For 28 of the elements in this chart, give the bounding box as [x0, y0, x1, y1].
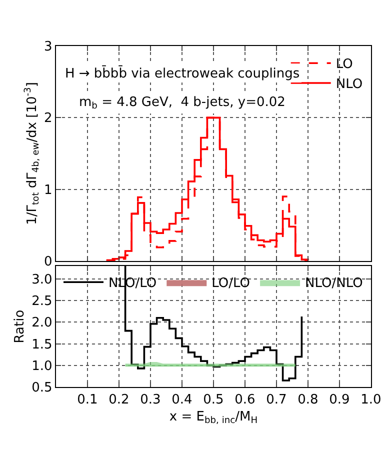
x-tick-label: 0.7: [266, 392, 287, 408]
x-tick-label: 0.9: [329, 392, 350, 408]
y-tick-label: 3.0: [32, 272, 52, 288]
legend-label: NLO/NLO: [305, 276, 363, 292]
y-tick-label: 1: [44, 182, 52, 198]
legend-label: LO: [336, 57, 353, 72]
legend-label: LO/LO: [212, 276, 250, 292]
y-tick-label: 2.0: [32, 316, 52, 331]
x-axis-title: x = E$_{bb, inc}$/M$_{H}$: [169, 409, 258, 426]
x-tick-label: 0.3: [140, 392, 161, 408]
x-tick-label: 0.6: [234, 392, 256, 408]
x-tick-label: 0.8: [298, 392, 318, 408]
y-axis-title: Ratio: [12, 310, 28, 344]
y-tick-label: 2: [44, 111, 52, 126]
y-tick-label: 3: [44, 40, 52, 55]
x-tick-label: 0.1: [77, 392, 98, 408]
y-tick-label: 0: [44, 254, 52, 270]
x-tick-label: 0.5: [203, 392, 224, 408]
y-tick-label: 1.5: [32, 337, 52, 352]
legend-label: NLO: [336, 77, 363, 92]
text: H → bb̄bb̄ via electroweak couplings: [65, 65, 300, 82]
y-tick-label: 1.0: [32, 358, 52, 374]
x-tick-label: 0.4: [172, 392, 192, 408]
x-tick-label: 1.0: [360, 392, 382, 408]
y-tick-label: 2.5: [32, 294, 52, 310]
text: m$_{b}$ = 4.8 GeV, 4 b-jets, y=0.02: [79, 95, 286, 112]
x-tick-label: 0.2: [108, 392, 130, 408]
y-tick-label: 0.5: [32, 380, 52, 396]
